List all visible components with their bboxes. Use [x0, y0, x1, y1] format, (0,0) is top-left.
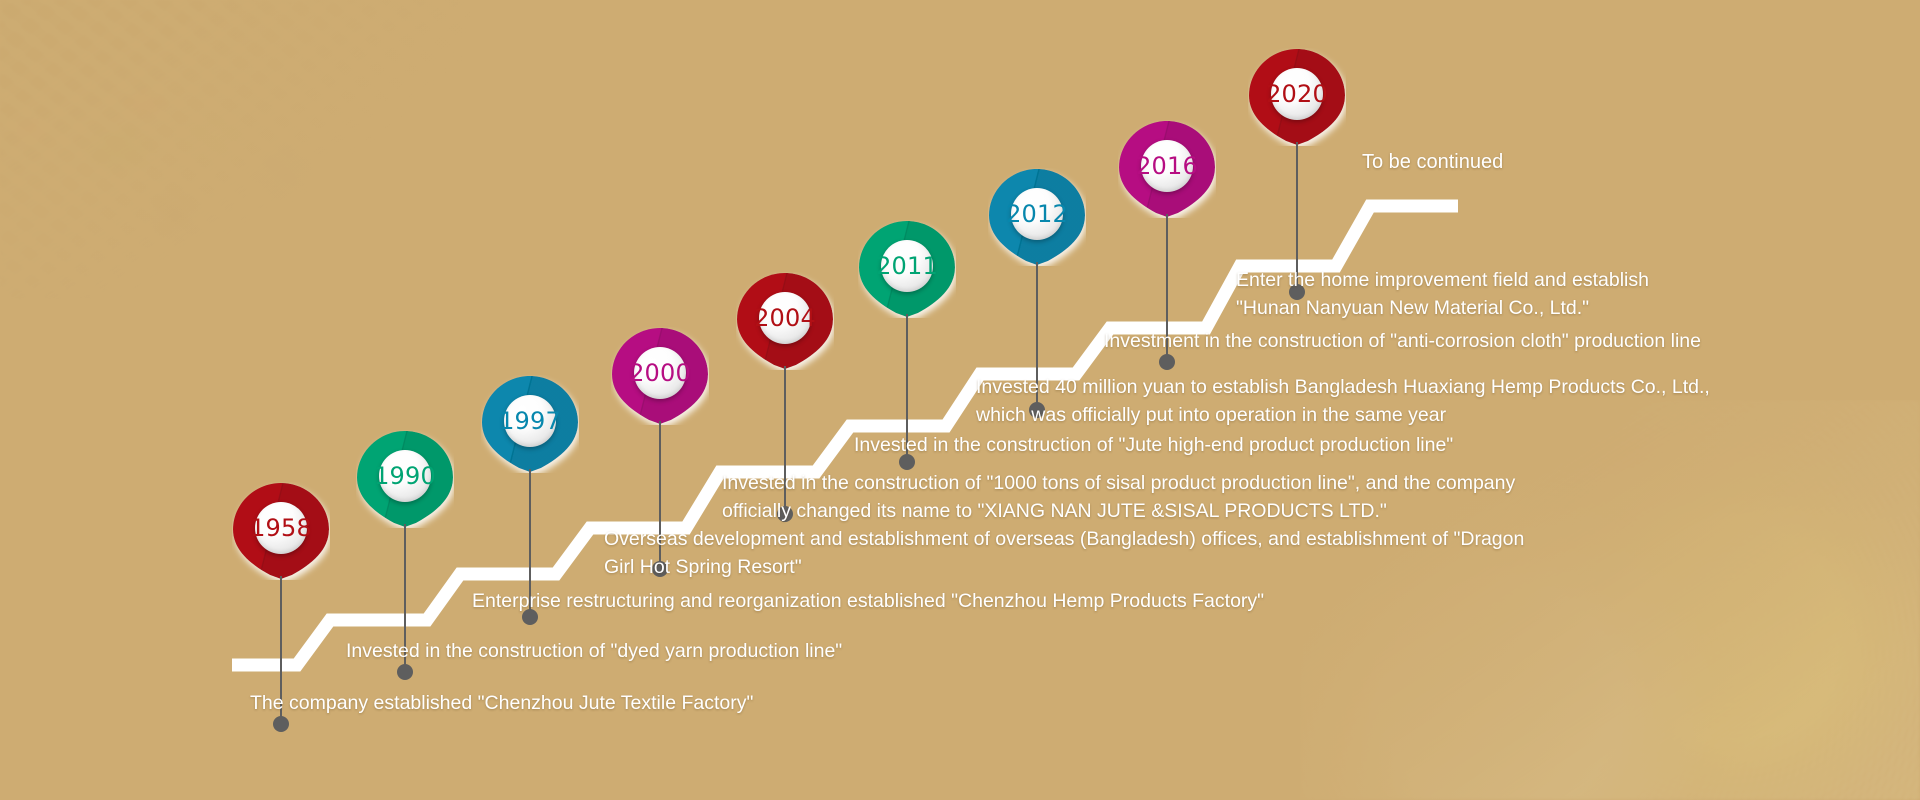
milestone-caption-2016: Investment in the construction of "anti-… — [1104, 330, 1701, 352]
pin-year-badge: 1997 — [499, 395, 561, 447]
pin-anchor-dot — [1289, 284, 1305, 300]
pin-year-badge: 2000 — [629, 347, 691, 399]
map-pin-icon: 2020 — [1248, 48, 1346, 146]
timeline-pin-2004[interactable]: 2004 — [736, 272, 834, 522]
pin-anchor-dot — [652, 561, 668, 577]
pin-stem — [404, 524, 406, 672]
pin-year-label: 1990 — [374, 462, 436, 490]
timeline-pin-1958[interactable]: 1958 — [232, 482, 330, 732]
pin-year-badge: 2020 — [1266, 68, 1328, 120]
map-pin-icon: 2000 — [611, 327, 709, 425]
milestone-caption-1990: Invested in the construction of "dyed ya… — [346, 640, 843, 662]
pin-year-label: 2011 — [876, 252, 938, 280]
milestone-caption-2004: Invested in the construction of "1000 to… — [722, 472, 1516, 522]
timeline-pin-2012[interactable]: 2012 — [988, 168, 1086, 418]
map-pin-icon: 2016 — [1118, 120, 1216, 218]
timeline-pin-1990[interactable]: 1990 — [356, 430, 454, 680]
pin-year-label: 1958 — [250, 514, 312, 542]
pin-year-badge: 2011 — [876, 240, 938, 292]
pin-year-badge: 1990 — [374, 450, 436, 502]
pin-year-badge: 1958 — [250, 502, 312, 554]
to-be-continued-label: To be continued — [1362, 151, 1504, 173]
timeline-pin-2020[interactable]: 2020 — [1248, 48, 1346, 300]
pin-stem — [1036, 262, 1038, 410]
pin-year-label: 2020 — [1266, 80, 1328, 108]
pin-stem — [659, 421, 661, 569]
pin-anchor-dot — [1029, 402, 1045, 418]
pin-anchor-dot — [1159, 354, 1175, 370]
milestone-caption-2012: Invested 40 million yuan to establish Ba… — [976, 376, 1710, 426]
pin-stem — [906, 314, 908, 462]
timeline-pin-2016[interactable]: 2016 — [1118, 120, 1216, 370]
pin-year-badge: 2004 — [754, 292, 816, 344]
map-pin-icon: 1990 — [356, 430, 454, 528]
pin-year-badge: 2016 — [1136, 140, 1198, 192]
pin-anchor-dot — [397, 664, 413, 680]
milestone-caption-1958: The company established "Chenzhou Jute T… — [250, 692, 754, 714]
milestone-caption-2020: Enter the home improvement field and est… — [1236, 269, 1649, 319]
pin-year-label: 1997 — [499, 407, 561, 435]
pin-stem — [1296, 142, 1298, 292]
pin-anchor-dot — [777, 506, 793, 522]
milestone-caption-1997: Enterprise restructuring and reorganizat… — [472, 590, 1265, 612]
pin-anchor-dot — [522, 609, 538, 625]
pin-year-label: 2016 — [1136, 152, 1198, 180]
timeline-pin-2000[interactable]: 2000 — [611, 327, 709, 577]
pin-year-label: 2004 — [754, 304, 816, 332]
timeline-pin-2011[interactable]: 2011 — [858, 220, 956, 470]
pin-year-badge: 2012 — [1006, 188, 1068, 240]
milestone-caption-2011: Invested in the construction of "Jute hi… — [854, 434, 1454, 456]
pin-year-label: 2012 — [1006, 200, 1068, 228]
map-pin-icon: 1958 — [232, 482, 330, 580]
milestone-caption-2000: Overseas development and establishment o… — [604, 528, 1525, 578]
map-pin-icon: 1997 — [481, 375, 579, 473]
pin-year-label: 2000 — [629, 359, 691, 387]
pin-anchor-dot — [273, 716, 289, 732]
map-pin-icon: 2011 — [858, 220, 956, 318]
pin-stem — [784, 366, 786, 514]
pin-stem — [1166, 214, 1168, 362]
pin-stem — [529, 469, 531, 617]
map-pin-icon: 2012 — [988, 168, 1086, 266]
pin-anchor-dot — [899, 454, 915, 470]
pin-stem — [280, 576, 282, 724]
map-pin-icon: 2004 — [736, 272, 834, 370]
timeline-pin-1997[interactable]: 1997 — [481, 375, 579, 625]
